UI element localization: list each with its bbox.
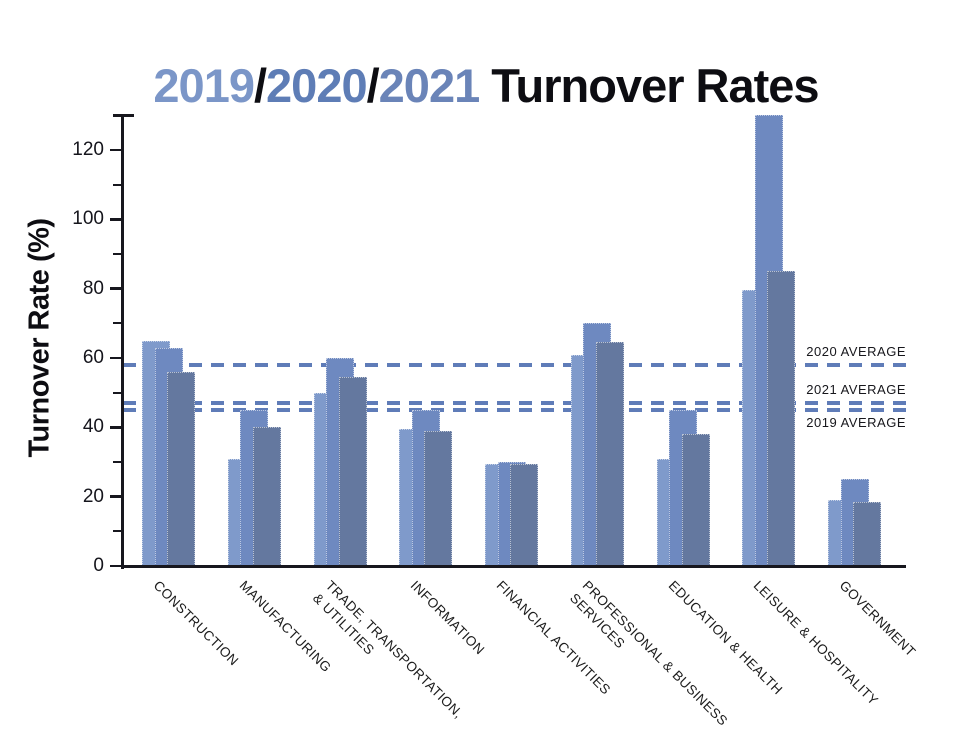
average-line-2020-average [123, 363, 906, 367]
y-tick-label-60: 60 [82, 346, 104, 368]
title-year-2021: 2021 [378, 59, 481, 113]
y-axis-top-cap [113, 114, 134, 117]
y-minor-tick-110 [113, 183, 122, 186]
average-label-2020-average: 2020 AVERAGE [806, 343, 906, 359]
y-tick-100 [110, 218, 122, 221]
chart-title: 2019/2020/2021 Turnover Rates [0, 61, 972, 110]
y-tick-120 [110, 148, 122, 152]
y-tick-80 [110, 287, 122, 290]
y-minor-tick-10 [113, 530, 122, 533]
bar-2021-professional-business [595, 342, 624, 566]
title-year-2020: 2020 [266, 59, 368, 113]
y-tick-label-80: 80 [82, 277, 104, 299]
x-label-government: GOVERNMENT [836, 577, 919, 660]
y-minor-tick-50 [113, 391, 122, 394]
bar-2021-information [424, 430, 453, 566]
average-line-2019-average [123, 408, 906, 412]
bar-2021-manufacturing [252, 427, 281, 566]
average-line-2021-average [123, 401, 906, 405]
y-tick-0 [110, 564, 122, 568]
average-label-2019-average: 2019 AVERAGE [806, 414, 906, 430]
bar-2021-education-health [681, 434, 710, 566]
x-label-professional-business: PROFESSIONAL & BUSINESS SERVICES [566, 577, 731, 729]
y-tick-60 [110, 356, 122, 360]
x-axis-line [120, 564, 906, 568]
y-tick-label-20: 20 [82, 485, 104, 507]
bar-2021-trade-transportation [338, 377, 367, 566]
y-minor-tick-70 [113, 322, 122, 325]
bar-2021-financial-activities [510, 463, 538, 566]
y-tick-20 [110, 495, 122, 498]
title-slash-1: / [253, 59, 267, 113]
bar-2021-government [853, 501, 881, 566]
x-label-construction: CONSTRUCTION [150, 577, 242, 669]
average-label-2021-average: 2021 AVERAGE [806, 382, 906, 398]
y-tick-label-120: 120 [72, 138, 104, 160]
y-tick-label-40: 40 [82, 416, 104, 438]
y-axis-line [120, 115, 124, 569]
bar-2021-leisure-hospitality [767, 271, 796, 566]
x-label-information: INFORMATION [407, 577, 488, 658]
y-minor-tick-30 [113, 460, 122, 464]
y-tick-label-0: 0 [93, 555, 104, 576]
title-slash-2: / [366, 59, 380, 113]
y-tick-label-100: 100 [72, 208, 104, 230]
title-suffix: Turnover Rates [479, 59, 819, 113]
y-minor-tick-90 [113, 252, 122, 256]
y-tick-40 [110, 426, 122, 429]
title-year-2019: 2019 [153, 59, 255, 113]
bar-2021-construction [167, 371, 195, 566]
